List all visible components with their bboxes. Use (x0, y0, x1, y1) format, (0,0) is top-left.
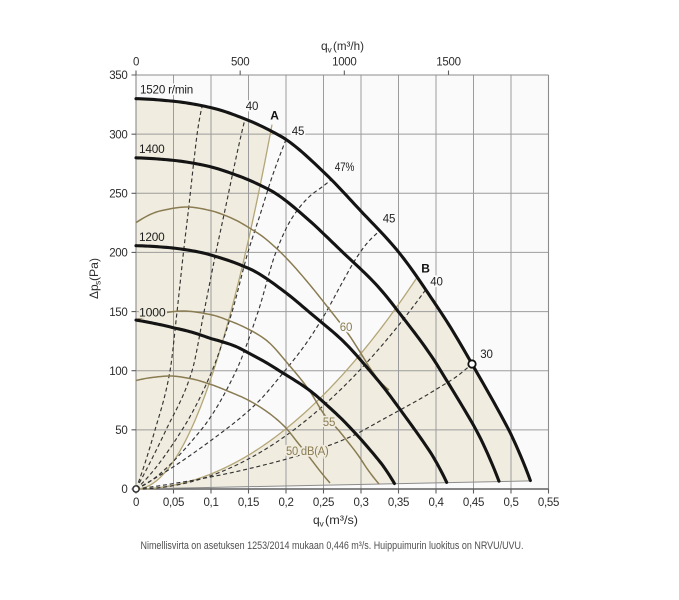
svg-text:45: 45 (292, 126, 304, 138)
svg-text:0: 0 (121, 484, 127, 496)
svg-text:s: s (93, 281, 103, 285)
svg-text:1520 r/min: 1520 r/min (140, 83, 193, 97)
svg-text:100: 100 (109, 366, 127, 378)
svg-text:B: B (421, 262, 430, 276)
svg-text:Nimellisvirta on asetuksen 125: Nimellisvirta on asetuksen 1253/2014 muk… (141, 540, 524, 552)
svg-text:1000: 1000 (139, 306, 166, 320)
svg-text:0,4: 0,4 (428, 497, 444, 509)
svg-text:q: q (321, 39, 328, 53)
svg-text:60: 60 (340, 322, 352, 334)
svg-text:50: 50 (115, 425, 127, 437)
svg-text:(m³/h): (m³/h) (333, 39, 364, 53)
svg-text:500: 500 (231, 57, 249, 69)
svg-text:1200: 1200 (139, 230, 165, 244)
svg-text:30: 30 (480, 349, 492, 361)
svg-text:Δp: Δp (87, 284, 101, 299)
svg-text:0,15: 0,15 (238, 497, 259, 509)
svg-text:(Pa): (Pa) (87, 258, 101, 281)
svg-text:0: 0 (133, 497, 139, 509)
svg-text:47%: 47% (335, 162, 355, 174)
svg-text:200: 200 (109, 248, 127, 260)
svg-text:0,05: 0,05 (163, 497, 184, 509)
svg-text:v: v (320, 519, 325, 529)
svg-text:40: 40 (430, 277, 442, 289)
svg-text:0,3: 0,3 (353, 497, 368, 509)
svg-text:0,45: 0,45 (463, 497, 484, 509)
svg-text:45: 45 (383, 214, 395, 226)
svg-text:q: q (313, 513, 320, 527)
svg-text:0,2: 0,2 (278, 497, 293, 509)
svg-text:55: 55 (323, 417, 335, 429)
svg-text:1400: 1400 (139, 142, 165, 156)
svg-text:0,35: 0,35 (388, 497, 409, 509)
svg-text:300: 300 (109, 129, 127, 141)
svg-text:0,25: 0,25 (313, 497, 334, 509)
svg-text:v: v (328, 45, 333, 55)
svg-text:0: 0 (133, 57, 139, 69)
svg-text:150: 150 (109, 307, 127, 319)
svg-text:40: 40 (246, 101, 258, 113)
svg-text:(m³/s): (m³/s) (325, 513, 358, 527)
svg-text:50 dB(A): 50 dB(A) (286, 446, 329, 458)
svg-text:0,1: 0,1 (203, 497, 218, 509)
svg-text:A: A (270, 109, 279, 123)
svg-text:1500: 1500 (436, 57, 460, 69)
svg-text:0,5: 0,5 (503, 497, 518, 509)
svg-text:250: 250 (109, 189, 127, 201)
svg-text:0,55: 0,55 (538, 497, 559, 509)
svg-text:1000: 1000 (332, 57, 356, 69)
svg-text:350: 350 (109, 70, 127, 82)
